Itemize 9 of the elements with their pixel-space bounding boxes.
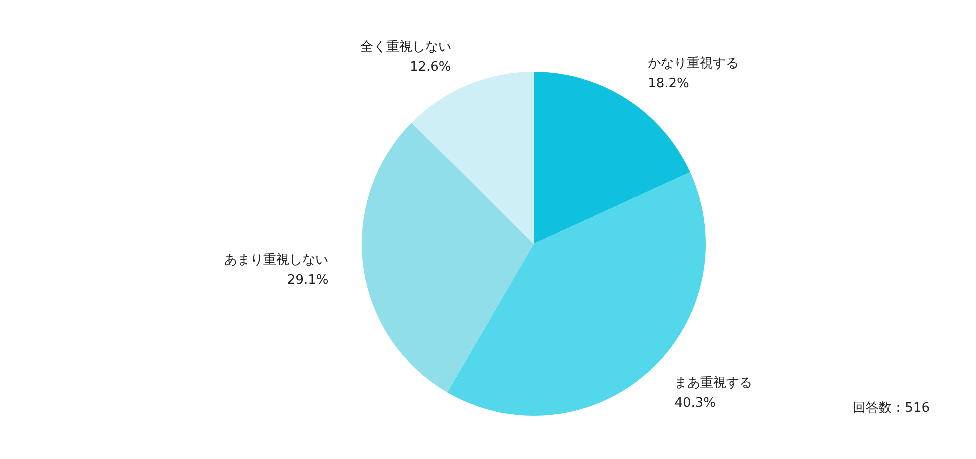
slice-label: あまり重視しない bbox=[224, 253, 329, 268]
data-label: 40.3% bbox=[674, 396, 716, 412]
slice-label: まあ重視する bbox=[674, 376, 753, 392]
data-label: 29.1% bbox=[287, 273, 329, 288]
slice-label: 全く重視しない bbox=[360, 40, 452, 56]
data-label: 12.6% bbox=[410, 60, 452, 76]
text: 回答数：516 bbox=[853, 401, 930, 416]
data-label: 18.2% bbox=[648, 76, 690, 92]
slice-label: かなり重視する bbox=[648, 56, 740, 72]
